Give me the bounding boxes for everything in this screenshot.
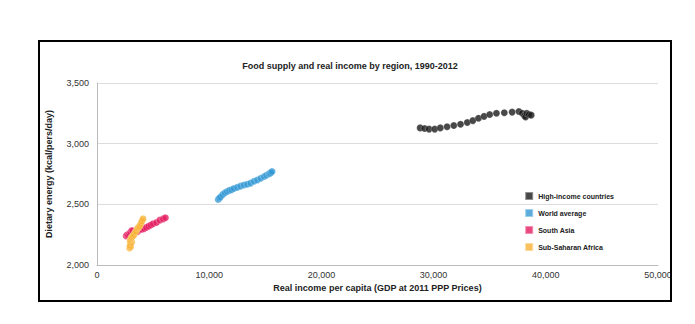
svg-text:2,500: 2,500 [66,199,89,209]
svg-text:South Asia: South Asia [538,227,574,234]
svg-text:3,500: 3,500 [66,78,89,88]
svg-text:40,000: 40,000 [532,270,560,280]
svg-text:Real income per capita (GDP at: Real income per capita (GDP at 2011 PPP … [273,283,481,293]
svg-text:10,000: 10,000 [195,270,223,280]
svg-text:Food supply and real income by: Food supply and real income by region, 1… [242,61,458,71]
svg-text:20,000: 20,000 [308,270,336,280]
svg-text:0: 0 [94,270,99,280]
svg-text:2,000: 2,000 [66,260,89,270]
svg-text:World average: World average [538,210,586,218]
svg-text:Sub-Saharan Africa: Sub-Saharan Africa [538,244,603,251]
svg-text:30,000: 30,000 [420,270,448,280]
svg-text:3,000: 3,000 [66,139,89,149]
svg-text:50,000: 50,000 [644,270,672,280]
svg-text:High-income countries: High-income countries [538,193,614,201]
svg-text:Dietary energy (kcal/pers/day): Dietary energy (kcal/pers/day) [44,110,54,238]
